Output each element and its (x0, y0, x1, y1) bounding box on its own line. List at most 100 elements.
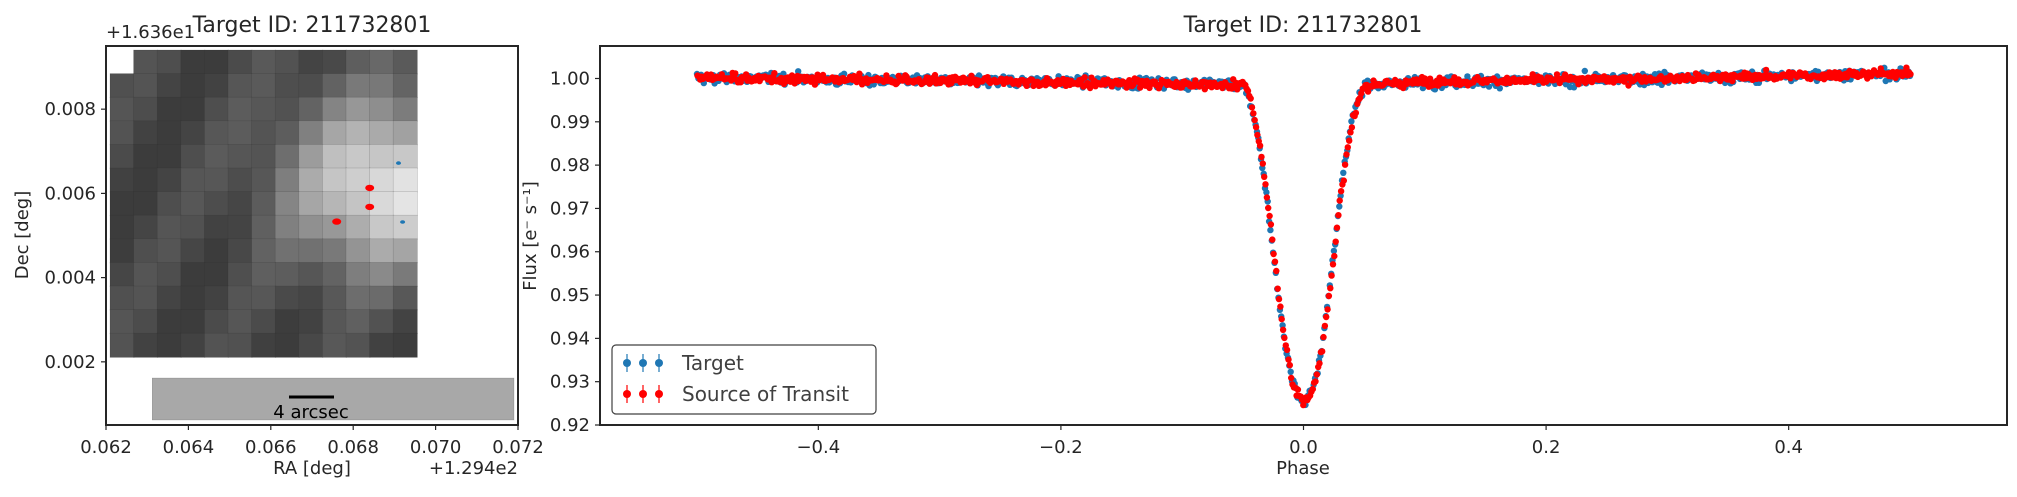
lc-source-point (1250, 110, 1257, 117)
tpf-y-tick-label: 0.004 (44, 268, 96, 289)
lc-source-point (1248, 104, 1256, 111)
tpf-pixel (133, 120, 159, 146)
tpf-panel: Target ID: 211732801 +1.636e1 4 arcsec 0… (12, 13, 544, 479)
tpf-pixel (392, 49, 418, 75)
tpf-pixel (392, 191, 418, 217)
tpf-pixel (227, 49, 253, 75)
tpf-pixel (204, 144, 229, 169)
lc-target-point (1581, 67, 1589, 75)
tpf-pixel (109, 332, 135, 358)
tpf-pixel (369, 285, 395, 311)
tpf-pixel (274, 49, 300, 75)
tpf-pixel (227, 309, 253, 335)
lc-source-point (1625, 82, 1632, 89)
lc-source-point (1266, 212, 1273, 220)
tpf-pixel (274, 120, 300, 146)
tpf-pixel (180, 309, 206, 335)
tpf-pixel (274, 309, 300, 335)
tpf-pixel (180, 262, 206, 287)
tpf-pixel (274, 214, 300, 240)
lc-source-point (1251, 116, 1258, 124)
lc-x-tick-label: 0.4 (1774, 437, 1803, 458)
lc-source-point (1252, 124, 1260, 131)
tpf-pixel (133, 238, 159, 264)
tpf-target-point (396, 161, 401, 165)
tpf-pixel (156, 167, 182, 193)
tpf-pixel (298, 73, 324, 99)
tpf-pixel (109, 238, 135, 264)
tpf-pixel (251, 238, 277, 264)
lc-target-point (1267, 226, 1274, 234)
lc-source-point (771, 70, 778, 77)
lc-y-tick-label: 0.93 (550, 372, 590, 393)
tpf-pixel (345, 120, 371, 146)
tpf-pixel (345, 144, 371, 169)
tpf-pixel (133, 285, 159, 311)
lc-source-point (1261, 173, 1268, 180)
tpf-pixel (227, 144, 253, 169)
tpf-pixel (156, 73, 182, 99)
lc-x-tick-label: −0.2 (1039, 437, 1083, 458)
tpf-y-tick-label: 0.002 (44, 352, 96, 373)
tpf-pixel (180, 332, 206, 358)
tpf-pixel (369, 120, 395, 146)
tpf-x-label: RA [deg] (273, 458, 351, 479)
tpf-pixel (345, 96, 371, 122)
lc-x-tick-label: −0.4 (796, 437, 840, 458)
lc-source-point (1335, 212, 1342, 219)
tpf-pixel (322, 73, 347, 99)
tpf-pixel (180, 238, 206, 264)
tpf-pixel (109, 262, 135, 287)
tpf-pixel (345, 332, 371, 358)
tpf-pixel (251, 214, 277, 240)
lc-source-point (1275, 295, 1283, 303)
lc-target-point (1330, 247, 1338, 255)
lc-source-point (1269, 236, 1276, 243)
lc-target-point (1464, 73, 1471, 80)
scale-bar-label: 4 arcsec (273, 402, 348, 423)
tpf-pixel (298, 214, 324, 240)
tpf-pixel (204, 214, 229, 240)
lc-source-point (856, 70, 863, 77)
lc-source-point (1313, 371, 1321, 378)
tpf-pixel (204, 262, 229, 287)
lc-source-point (1336, 197, 1343, 204)
tpf-pixel (227, 332, 253, 358)
tpf-pixel (369, 332, 395, 358)
lc-source-point (1343, 151, 1350, 158)
legend-label-target: Target (681, 351, 744, 375)
tpf-pixel (156, 96, 182, 122)
lc-source-point (1333, 224, 1341, 231)
tpf-pixel (298, 191, 324, 217)
lc-source-point (1347, 129, 1354, 136)
tpf-pixel (133, 96, 159, 122)
tpf-x-tick-label: 0.066 (245, 437, 297, 458)
tpf-pixel (156, 332, 182, 358)
tpf-pixel (156, 144, 182, 169)
tpf-pixel (251, 167, 277, 193)
tpf-pixel (345, 285, 371, 311)
tpf-x-tick-label: 0.062 (80, 437, 132, 458)
legend-dot (655, 390, 663, 398)
tpf-pixel (109, 191, 135, 217)
tpf-x-tick-label: 0.070 (410, 437, 462, 458)
lc-source-point (1288, 374, 1295, 382)
tpf-pixel (180, 96, 206, 122)
lc-title: Target ID: 211732801 (1183, 13, 1423, 38)
lc-source-point (1346, 137, 1353, 144)
tpf-pixel (274, 144, 300, 169)
lc-source-point (1277, 303, 1284, 310)
tpf-pixel (227, 214, 253, 240)
tpf-target-point (400, 220, 406, 224)
lc-target-point (1348, 118, 1355, 125)
lc-source-point (1426, 75, 1434, 82)
tpf-pixel (322, 191, 347, 217)
lc-source-point (1907, 71, 1914, 78)
tpf-pixel (298, 167, 324, 193)
tpf-pixel (322, 167, 347, 193)
tpf-title: Target ID: 211732801 (192, 13, 432, 38)
tpf-pixel (204, 285, 229, 311)
lc-source-point (1256, 142, 1264, 149)
lc-source-point (1327, 285, 1334, 292)
